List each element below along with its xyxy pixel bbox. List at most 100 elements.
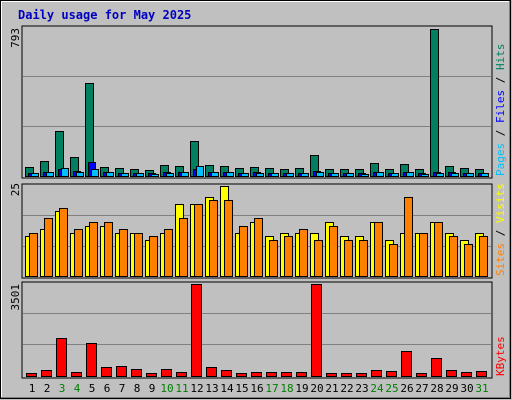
pages-bar: [286, 173, 294, 177]
kbytes-bar: [281, 372, 292, 377]
x-tick-label: 22: [340, 382, 353, 395]
kbytes-bar: [221, 370, 232, 377]
kbytes-bar: [191, 284, 202, 377]
x-tick-label: 5: [89, 382, 96, 395]
x-tick-label: 25: [385, 382, 398, 395]
kbytes-bar: [356, 373, 367, 377]
sites-bar: [149, 236, 158, 277]
legend-separator: /: [494, 123, 507, 143]
visits-scale-label: 25: [9, 183, 22, 196]
x-tick-label: 23: [355, 382, 368, 395]
x-tick-label: 6: [104, 382, 111, 395]
pages-bar: [361, 174, 369, 177]
legend-sites: Sites: [494, 243, 507, 276]
pages-bar: [466, 173, 474, 177]
kbytes-bar: [41, 370, 52, 377]
sites-bar: [209, 200, 218, 277]
legend-files: Files: [494, 90, 507, 123]
kbytes-bar: [386, 371, 397, 377]
x-tick-label: 24: [370, 382, 384, 395]
pages-bar: [481, 173, 489, 177]
sites-bar: [134, 233, 143, 277]
kbytes-bar: [431, 358, 442, 377]
kbytes-bar: [86, 343, 97, 377]
kbytes-bar: [371, 370, 382, 377]
pages-bar: [271, 173, 279, 177]
kbytes-bar: [116, 366, 127, 377]
kbytes-bar: [311, 284, 322, 377]
sites-bar: [104, 222, 113, 277]
pages-bar: [376, 172, 384, 177]
sites-bar: [374, 222, 383, 277]
kbytes-bar: [416, 373, 427, 377]
pages-bar: [106, 172, 114, 177]
pages-bar: [346, 173, 354, 177]
kbytes-bar: [476, 371, 487, 377]
pages-bar: [301, 173, 309, 177]
pages-bar: [61, 168, 69, 177]
panel-kbytes-background: [21, 281, 493, 379]
kbytes-bar: [446, 370, 457, 377]
sites-bar: [449, 236, 458, 277]
x-tick-label: 20: [310, 382, 323, 395]
pages-bar: [391, 173, 399, 177]
x-tick-label: 30: [460, 382, 473, 395]
pages-bar: [46, 172, 54, 177]
legend-kbytes: KBytes: [494, 336, 507, 376]
sites-bar: [74, 229, 83, 277]
pages-bar: [331, 173, 339, 177]
sites-bar: [389, 244, 398, 277]
sites-bar: [344, 240, 353, 277]
kbytes-bar: [236, 373, 247, 377]
pages-bar: [181, 172, 189, 177]
x-tick-label: 1: [29, 382, 36, 395]
kbytes-bar: [71, 372, 82, 377]
x-tick-label: 8: [134, 382, 141, 395]
legend-separator: /: [494, 223, 507, 243]
x-tick-label: 3: [59, 382, 66, 395]
pages-bar: [451, 173, 459, 177]
x-tick-label: 26: [400, 382, 413, 395]
sites-bar: [59, 208, 68, 277]
chart-title: Daily usage for May 2025: [18, 8, 191, 22]
pages-bar: [226, 172, 234, 177]
pages-bar: [121, 173, 129, 177]
legend-pages: Pages: [494, 143, 507, 176]
x-tick-label: 17: [265, 382, 278, 395]
sites-bar: [329, 226, 338, 277]
x-tick-label: 7: [119, 382, 126, 395]
sites-bar: [359, 240, 368, 277]
x-tick-label: 29: [445, 382, 458, 395]
hits-bar: [430, 29, 439, 177]
pages-bar: [406, 172, 414, 177]
kbytes-bar: [56, 338, 67, 377]
kbytes-bar: [461, 372, 472, 377]
pages-bar: [256, 173, 264, 177]
legend-hits: Hits: [494, 44, 507, 71]
sites-bar: [284, 236, 293, 277]
sites-bar: [179, 218, 188, 277]
x-tick-label: 15: [235, 382, 248, 395]
kbytes-bar: [26, 373, 37, 377]
pages-bar: [151, 174, 159, 177]
x-tick-label: 10: [160, 382, 173, 395]
kbytes-bar: [101, 367, 112, 377]
pages-bar: [436, 173, 444, 177]
legend-visits: Visits: [494, 183, 507, 223]
bars: [25, 29, 489, 377]
sites-bar: [269, 240, 278, 277]
panel-hits-background: [21, 25, 493, 179]
sites-bar: [44, 218, 53, 277]
x-tick-label: 16: [250, 382, 263, 395]
kbytes-bar: [206, 367, 217, 377]
sites-bar: [194, 204, 203, 277]
kbytes-bar: [176, 372, 187, 377]
pages-bar: [196, 166, 204, 177]
sites-bar: [479, 236, 488, 277]
kbytes-bar: [266, 372, 277, 377]
x-tick-label: 13: [205, 382, 218, 395]
x-tick-label: 31: [475, 382, 488, 395]
sites-bar: [464, 244, 473, 277]
